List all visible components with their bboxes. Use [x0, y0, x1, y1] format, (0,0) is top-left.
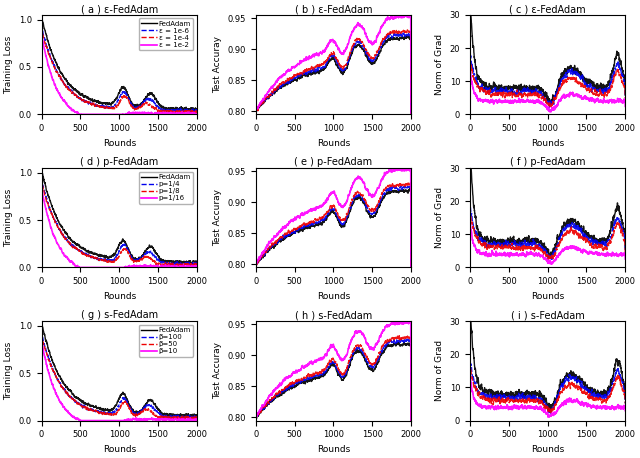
X-axis label: Rounds: Rounds	[102, 292, 136, 301]
Title: ( d ) p-FedAdam: ( d ) p-FedAdam	[80, 157, 158, 167]
X-axis label: Rounds: Rounds	[317, 139, 350, 147]
Y-axis label: Training Loss: Training Loss	[4, 36, 13, 94]
X-axis label: Rounds: Rounds	[102, 445, 136, 454]
Title: ( b ) ε-FedAdam: ( b ) ε-FedAdam	[294, 4, 372, 14]
Legend: FedAdam, β=100, β=50, β=10: FedAdam, β=100, β=50, β=10	[139, 325, 193, 357]
Y-axis label: Norm of Grad: Norm of Grad	[435, 340, 444, 402]
Title: ( a ) ε-FedAdam: ( a ) ε-FedAdam	[81, 4, 158, 14]
Title: ( h ) s-FedAdam: ( h ) s-FedAdam	[295, 311, 372, 321]
Title: ( e ) p-FedAdam: ( e ) p-FedAdam	[294, 157, 372, 167]
Legend: FedAdam, p=1/4, p=1/8, p=1/16: FedAdam, p=1/4, p=1/8, p=1/16	[139, 172, 193, 203]
Title: ( i ) s-FedAdam: ( i ) s-FedAdam	[511, 311, 584, 321]
X-axis label: Rounds: Rounds	[102, 139, 136, 147]
Y-axis label: Test Accuray: Test Accuray	[213, 343, 222, 399]
Y-axis label: Test Accuray: Test Accuray	[213, 189, 222, 246]
Title: ( c ) ε-FedAdam: ( c ) ε-FedAdam	[509, 4, 586, 14]
Y-axis label: Test Accuray: Test Accuray	[213, 36, 222, 93]
Y-axis label: Training Loss: Training Loss	[4, 342, 13, 400]
Title: ( g ) s-FedAdam: ( g ) s-FedAdam	[81, 311, 158, 321]
X-axis label: Rounds: Rounds	[317, 292, 350, 301]
Title: ( f ) p-FedAdam: ( f ) p-FedAdam	[510, 157, 586, 167]
Y-axis label: Norm of Grad: Norm of Grad	[435, 187, 444, 248]
X-axis label: Rounds: Rounds	[317, 445, 350, 454]
Y-axis label: Training Loss: Training Loss	[4, 189, 13, 247]
X-axis label: Rounds: Rounds	[531, 445, 564, 454]
X-axis label: Rounds: Rounds	[531, 139, 564, 147]
Legend: FedAdam, ε = 1e-6, ε = 1e-4, ε = 1e-2: FedAdam, ε = 1e-6, ε = 1e-4, ε = 1e-2	[139, 18, 193, 50]
X-axis label: Rounds: Rounds	[531, 292, 564, 301]
Y-axis label: Norm of Grad: Norm of Grad	[435, 34, 444, 95]
